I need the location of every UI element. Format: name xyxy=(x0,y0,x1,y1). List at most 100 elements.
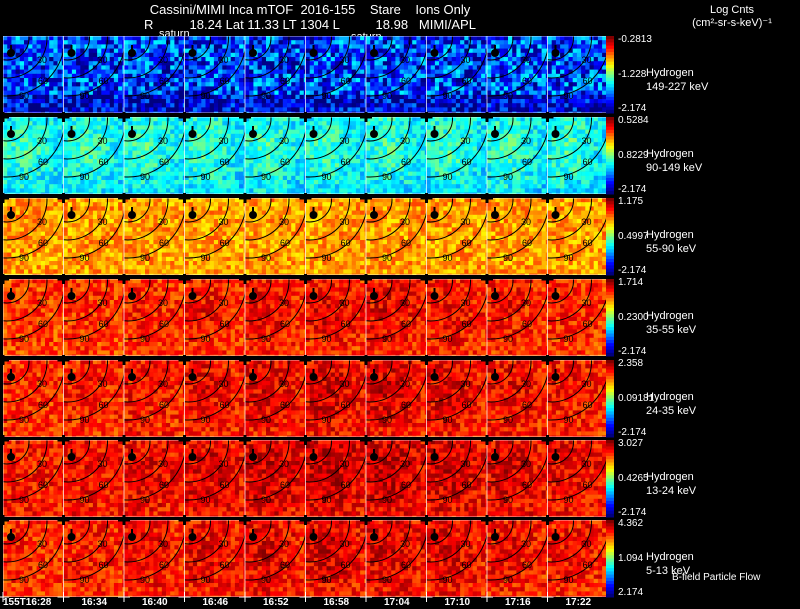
bfield-vector-icon xyxy=(131,126,133,132)
colorbar-max: 1.714 xyxy=(618,277,643,288)
colorbar-min: -2.174 xyxy=(618,103,646,114)
image-panel xyxy=(184,36,245,113)
page-title: Cassini/MIMI Inca mTOF 2016-155 Stare Io… xyxy=(0,2,620,17)
contour-arc xyxy=(3,198,48,241)
bfield-vector-icon xyxy=(373,369,375,375)
grid-cross-marker xyxy=(541,112,554,122)
contour-arc xyxy=(63,210,124,259)
bfield-vector-icon xyxy=(252,126,254,132)
contour-arc xyxy=(366,36,411,79)
contour-label: 60 xyxy=(522,560,532,570)
contour-arc xyxy=(3,36,48,79)
saturn-icon xyxy=(370,533,378,541)
contour-label: 90 xyxy=(382,495,392,505)
contour-label: 90 xyxy=(503,575,513,585)
saturn-icon xyxy=(249,292,257,300)
contour-label: 90 xyxy=(19,575,29,585)
image-panel xyxy=(305,360,366,437)
bfield-vector-icon xyxy=(10,207,12,213)
grid-cross-marker xyxy=(118,274,130,284)
contour-label: 60 xyxy=(341,157,351,167)
grid-cross-marker xyxy=(299,274,312,284)
bfield-vector-icon xyxy=(70,45,73,51)
grid-cross-marker xyxy=(420,112,433,122)
colorbar-min: 2.174 xyxy=(618,587,643,598)
contour-arc xyxy=(426,279,471,322)
bfield-vector-icon xyxy=(312,126,315,132)
saturn-icon xyxy=(7,373,15,381)
contour-arc xyxy=(426,36,471,79)
grid-cross-marker xyxy=(118,355,130,365)
contour-arc xyxy=(487,291,548,340)
contour-label: 90 xyxy=(382,334,392,344)
contour-arc xyxy=(547,129,608,178)
bfield-vector-icon xyxy=(554,126,557,132)
colorbar-mid: 0.09181 xyxy=(618,393,654,404)
contour-label: 60 xyxy=(220,400,230,410)
saturn-icon xyxy=(370,211,378,219)
grid-cross-marker xyxy=(481,435,493,445)
contour-arc xyxy=(366,48,427,97)
species-label: Hydrogen xyxy=(646,470,696,484)
image-panel xyxy=(547,117,608,194)
contour-arc xyxy=(426,520,471,563)
contour-label: 30 xyxy=(158,379,168,389)
image-panel xyxy=(487,520,548,597)
contour-label: 30 xyxy=(98,298,108,308)
time-label: 17:22 xyxy=(566,597,592,608)
contour-arc xyxy=(366,117,411,160)
contour-arc xyxy=(366,198,393,223)
bfield-vector-icon xyxy=(554,529,557,535)
saturn-icon xyxy=(67,373,76,381)
contour-label: 90 xyxy=(443,334,453,344)
contour-label: 60 xyxy=(522,238,532,248)
bfield-vector-icon xyxy=(494,45,496,51)
contour-arc xyxy=(426,198,453,223)
saturn-icon xyxy=(249,453,257,461)
contour-arc xyxy=(63,129,124,178)
contour-arc xyxy=(366,372,427,421)
contour-arc xyxy=(305,440,332,465)
bfield-vector-icon xyxy=(494,449,496,455)
saturn-icon xyxy=(7,453,15,461)
contour-arc xyxy=(184,129,245,178)
contour-label: 60 xyxy=(401,76,411,86)
image-panel xyxy=(245,520,306,597)
species-label: Hydrogen xyxy=(646,309,696,323)
contour-label: 30 xyxy=(340,55,350,65)
saturn-icon xyxy=(370,453,378,461)
contour-label: 30 xyxy=(37,539,47,549)
image-panel xyxy=(487,279,548,356)
grid-cross-marker xyxy=(481,355,493,365)
contour-arc xyxy=(487,129,548,178)
contour-label: 30 xyxy=(219,459,229,469)
contour-label: 90 xyxy=(19,415,29,425)
contour-label: 60 xyxy=(159,400,169,410)
contour-arc xyxy=(305,210,366,259)
grid-cross-marker xyxy=(541,515,554,525)
saturn-icon xyxy=(249,533,257,541)
contour-label: 30 xyxy=(98,379,108,389)
image-panel xyxy=(124,36,185,113)
colorbar-mid: 1.094 xyxy=(618,553,643,564)
contour-label: 90 xyxy=(140,253,150,263)
contour-label: 90 xyxy=(564,91,574,101)
saturn-icon xyxy=(128,211,136,219)
contour-arc xyxy=(184,532,245,581)
image-panel xyxy=(426,520,487,597)
bfield-vector-icon xyxy=(252,207,254,213)
bfield-vector-icon xyxy=(10,126,12,132)
contour-label: 60 xyxy=(280,560,290,570)
contour-label: 90 xyxy=(261,253,271,263)
energy-range-label: 149-227 keV xyxy=(646,80,708,94)
image-panel xyxy=(366,440,427,517)
saturn-icon xyxy=(188,373,197,381)
grid-cross-marker xyxy=(0,193,9,203)
contour-label: 90 xyxy=(19,172,29,182)
contour-label: 30 xyxy=(582,136,592,146)
contour-label: 60 xyxy=(280,319,290,329)
colorbar-mid: 0.8229 xyxy=(618,150,649,161)
contour-label: 60 xyxy=(220,560,230,570)
contour-arc xyxy=(184,279,229,322)
contour-label: 30 xyxy=(219,298,229,308)
